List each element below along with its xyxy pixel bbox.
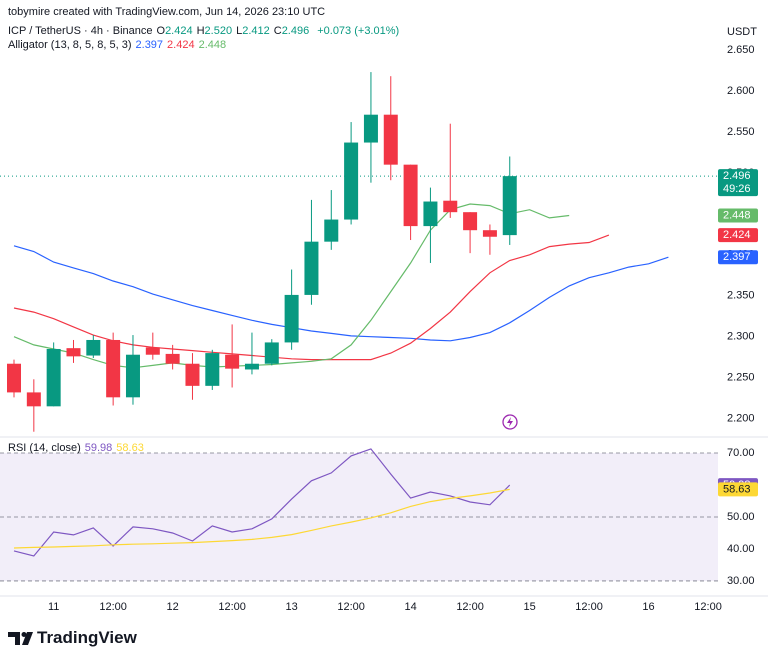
event-bolt (507, 417, 513, 427)
candle-body (46, 348, 61, 407)
candle-body (403, 164, 418, 227)
candle-body (423, 201, 438, 227)
countdown: 49:26 (723, 183, 751, 195)
ohlc-value: 2.412 (242, 25, 270, 37)
price-tag (718, 250, 758, 265)
legend-value: 58.63 (116, 442, 144, 454)
candle-body (66, 348, 81, 357)
candle-body (205, 353, 220, 386)
price-tag (718, 482, 758, 497)
indicator-values: 59.98 58.63 (85, 442, 148, 454)
candle-body (165, 353, 180, 364)
candle-body (304, 241, 319, 295)
ohlc-value: 2.520 (204, 25, 233, 37)
y-tick-label: 2.250 (727, 372, 755, 384)
candle-body (383, 114, 398, 165)
indicator-line (13, 245, 669, 342)
candle-body (26, 392, 41, 407)
y-tick-label: 2.200 (727, 413, 755, 425)
price-tag (718, 228, 758, 243)
alligator-legend: Alligator (13, 8, 5, 8, 5, 3) 2.397 2.424 2… (8, 39, 234, 51)
y-tick-label: 2.550 (727, 126, 755, 138)
x-tick-label: 12:00 (456, 601, 484, 613)
candle-body (244, 363, 259, 370)
x-tick-label: 12 (167, 601, 179, 613)
credit: tobymire created with TradingView.com, J… (8, 6, 325, 18)
candle-body (344, 142, 359, 220)
candle-body (463, 212, 478, 231)
candle-body (482, 230, 497, 237)
x-tick-label: 16 (642, 601, 654, 613)
x-tick-label: 12:00 (337, 601, 365, 613)
y-tick-label: 70.00 (727, 447, 755, 459)
ohlc-value: 2.496 (281, 25, 310, 37)
brand-logo (8, 632, 33, 645)
y-tick-label: 40.00 (727, 543, 755, 555)
x-tick-label: 15 (523, 601, 535, 613)
candle-body (145, 347, 160, 355)
candle-body (86, 339, 101, 356)
indicator-title: Alligator (13, 8, 5, 8, 5, 3) (8, 39, 132, 51)
ohlc-label: H (196, 25, 205, 37)
indicator-values: 2.397 2.424 2.448 (136, 39, 231, 51)
x-tick-label: 12:00 (218, 601, 246, 613)
price-tag (718, 208, 758, 223)
brand: TradingView (37, 628, 138, 647)
change: +0.073 (+3.01%) (317, 25, 400, 37)
indicator-line (13, 448, 511, 557)
x-tick-label: 11 (48, 601, 59, 613)
ohlc-label: L (236, 25, 243, 37)
candle-body (443, 200, 458, 213)
ohlc-value: 2.424 (165, 25, 193, 37)
price-tag-label: 2.397 (723, 251, 751, 263)
legend-value: 59.98 (84, 442, 113, 454)
y-tick-label: 2.350 (727, 290, 755, 302)
candle-body (363, 114, 378, 143)
legend-value: 2.424 (167, 39, 195, 51)
symbol: ICP / TetherUS · 4h · Binance (8, 25, 153, 37)
symbol-legend: ICP / TetherUS · 4h · Binance O2.424 H2.52… (8, 25, 403, 37)
y-tick-label: 2.600 (727, 85, 755, 97)
y-tick-label: 30.00 (727, 575, 755, 587)
ohlc-label: C (273, 25, 282, 37)
legend-value: 2.397 (135, 39, 164, 51)
candle-body (225, 354, 240, 369)
candle-body (125, 354, 140, 398)
event-icon (502, 414, 518, 430)
y-tick-label: 2.650 (727, 44, 755, 56)
candle-body (106, 339, 121, 398)
currency: USDT (727, 26, 757, 38)
indicator-line (13, 488, 510, 549)
price-tag-label: 2.496 (723, 170, 751, 182)
x-tick-label: 12:00 (575, 601, 603, 613)
indicator-title: RSI (14, close) (8, 442, 81, 454)
legend-value: 2.448 (198, 39, 227, 51)
candle-body (185, 363, 200, 386)
candle-body (324, 219, 339, 242)
rsi-legend: RSI (14, close) 59.98 58.63 (8, 442, 152, 454)
candle-body (264, 342, 279, 364)
candle-body (7, 363, 21, 393)
x-tick-label: 12:00 (694, 601, 722, 613)
price-tag (718, 169, 758, 197)
x-tick-label: 12:00 (99, 601, 127, 613)
candle-body (284, 294, 299, 343)
x-tick-label: 14 (404, 601, 416, 613)
price-tag-label: 2.448 (723, 209, 751, 221)
x-tick-label: 13 (285, 601, 297, 613)
price-tag-label: 58.63 (723, 483, 751, 495)
ohlc: O2.424 H2.520 L2.412 C2.496 (157, 25, 314, 37)
y-tick-label: 2.300 (727, 331, 755, 343)
ohlc-label: O (156, 25, 166, 37)
price-tag-label: 2.424 (723, 229, 751, 241)
candle-body (502, 176, 517, 236)
y-tick-label: 50.00 (727, 511, 755, 523)
